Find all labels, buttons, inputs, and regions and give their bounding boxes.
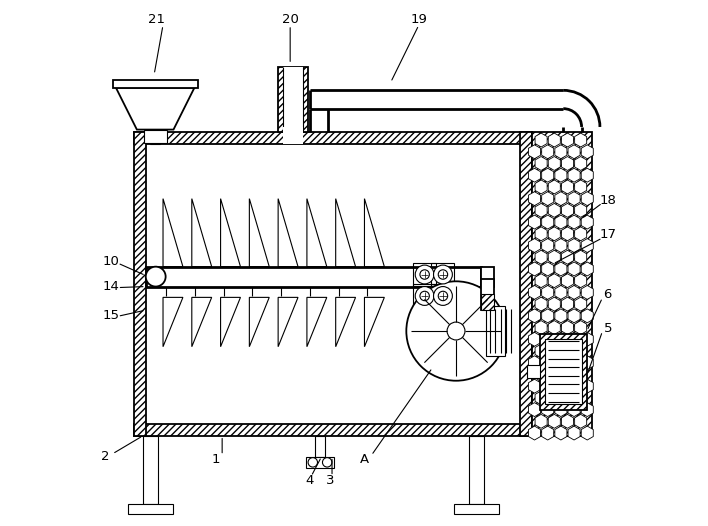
Polygon shape: [116, 88, 195, 129]
Text: A: A: [360, 453, 369, 466]
Circle shape: [420, 291, 429, 301]
Circle shape: [438, 291, 447, 301]
Text: 10: 10: [102, 255, 119, 268]
Polygon shape: [278, 199, 298, 267]
Bar: [306, 457, 334, 468]
Bar: [113, 80, 198, 88]
Bar: [143, 436, 158, 504]
Bar: [278, 67, 309, 132]
Polygon shape: [307, 199, 327, 267]
Bar: [413, 285, 436, 308]
Bar: [135, 132, 146, 436]
Polygon shape: [307, 297, 327, 347]
Circle shape: [415, 265, 434, 284]
Bar: [413, 263, 436, 286]
Circle shape: [420, 270, 429, 279]
Text: 18: 18: [600, 194, 616, 207]
Text: 19: 19: [411, 13, 428, 26]
Bar: [315, 436, 325, 457]
Bar: [481, 295, 493, 310]
Circle shape: [146, 267, 166, 287]
Text: 15: 15: [102, 309, 119, 322]
Bar: [283, 127, 303, 144]
Polygon shape: [163, 297, 183, 347]
Polygon shape: [249, 199, 269, 267]
Text: 20: 20: [282, 13, 299, 26]
Polygon shape: [365, 199, 384, 267]
Text: 6: 6: [604, 288, 612, 301]
Bar: [532, 132, 592, 436]
Text: 2: 2: [101, 450, 110, 463]
Bar: [431, 263, 455, 286]
Bar: [431, 285, 455, 308]
Text: 1: 1: [211, 453, 219, 466]
Circle shape: [308, 458, 317, 467]
Bar: [539, 333, 587, 410]
Polygon shape: [221, 199, 241, 267]
Bar: [283, 67, 303, 132]
Polygon shape: [221, 297, 241, 347]
Circle shape: [447, 322, 465, 340]
Bar: [545, 339, 581, 404]
Polygon shape: [336, 199, 355, 267]
Polygon shape: [249, 297, 269, 347]
Text: 5: 5: [603, 322, 612, 335]
Text: 21: 21: [148, 13, 165, 26]
Text: 3: 3: [326, 473, 335, 487]
Polygon shape: [278, 297, 298, 347]
Bar: [481, 279, 493, 310]
Polygon shape: [163, 199, 183, 267]
Bar: [481, 267, 493, 287]
Bar: [520, 132, 532, 436]
Bar: [150, 143, 161, 144]
Circle shape: [433, 265, 452, 284]
Circle shape: [415, 287, 434, 306]
Bar: [527, 365, 539, 378]
Polygon shape: [192, 297, 212, 347]
Bar: [135, 424, 532, 436]
Bar: [144, 129, 166, 143]
Circle shape: [438, 270, 447, 279]
Text: 17: 17: [599, 228, 616, 241]
Bar: [455, 504, 498, 514]
Polygon shape: [192, 199, 212, 267]
Polygon shape: [336, 297, 355, 347]
Bar: [146, 267, 481, 287]
Circle shape: [433, 287, 452, 306]
Polygon shape: [365, 297, 384, 347]
Bar: [135, 132, 532, 144]
Text: 14: 14: [102, 280, 119, 293]
Text: 4: 4: [305, 473, 314, 487]
Circle shape: [406, 281, 506, 381]
Bar: [469, 436, 484, 504]
Bar: [128, 504, 173, 514]
Circle shape: [322, 458, 332, 467]
Bar: [486, 306, 505, 356]
Bar: [146, 144, 520, 424]
